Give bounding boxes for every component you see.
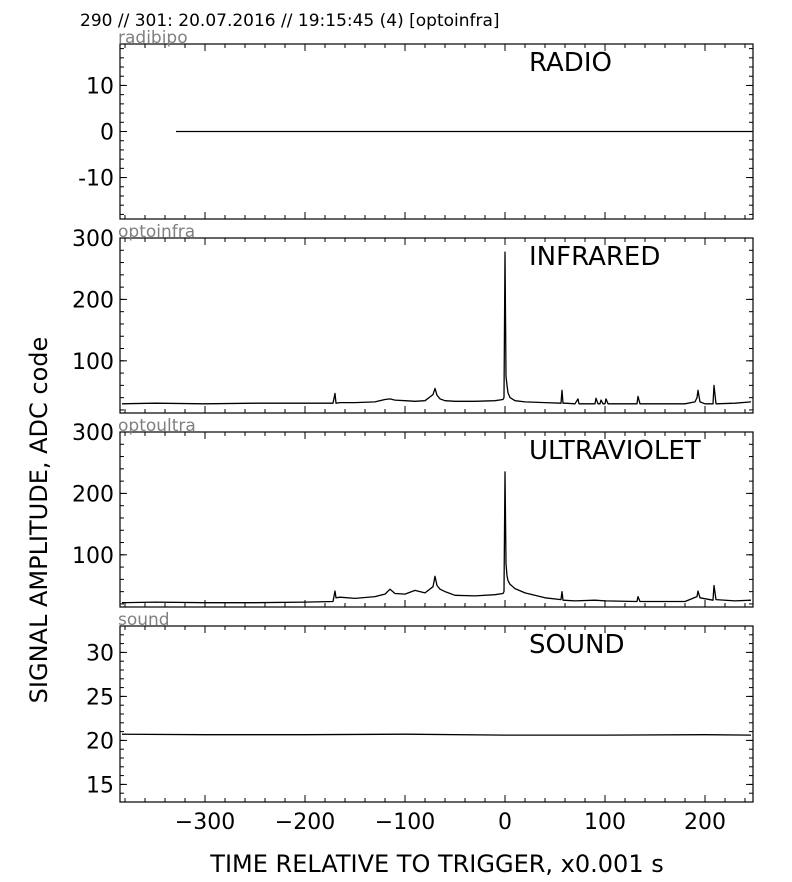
x-tick-label: 100 [584,810,626,835]
panel-frame [119,431,754,608]
panel-frame [119,237,754,414]
panel-label: radibipo [118,28,188,48]
y-tick-label: 200 [72,482,114,507]
panel-label: optoinfra [118,222,195,242]
y-tick-label: 100 [72,544,114,569]
panel-radibipo: radibipo RADIO -10 0 10 [78,28,754,220]
y-tick-label: 300 [72,421,114,446]
y-tick-label: 25 [86,685,114,710]
y-tick-label: 300 [72,227,114,252]
chart-panels: radibipo RADIO -10 0 10 optoinfra INFRARED 100 2… [72,28,754,835]
panel-label: sound [118,610,170,630]
y-axis-label: SIGNAL AMPLITUDE, ADC code [25,337,53,704]
y-tick-label: 100 [72,350,114,375]
x-tick-label: −100 [375,810,435,835]
panel-optoinfra: optoinfra INFRARED 100 200 300 [72,222,754,414]
chart-header: 290 // 301: 20.07.2016 // 19:15:45 (4) [… [80,11,500,31]
x-tick-label: −200 [275,810,335,835]
x-tick-label: 0 [498,810,512,835]
panel-sound: sound SOUND 15 20 25 30 −300 −200 −100 0 100 200 [86,610,754,835]
y-tick-label: 0 [100,121,114,146]
x-tick-label: −300 [175,810,235,835]
panel-label: optoultra [118,416,196,436]
y-tick-label: 15 [86,773,114,798]
panel-title: SOUND [529,630,624,660]
panel-title: ULTRAVIOLET [529,436,701,466]
series-line [121,471,752,604]
y-tick-label: 20 [86,729,114,754]
series-line [121,733,752,736]
y-tick-label: 30 [86,641,114,666]
y-tick-label: 10 [86,74,114,99]
x-axis-label: TIME RELATIVE TO TRIGGER, x0.001 s [209,850,663,878]
y-tick-label: -10 [78,167,114,192]
series-line [121,251,752,405]
panel-optoultra: optoultra ULTRAVIOLET 100 200 300 [72,416,754,608]
panel-title: INFRARED [529,242,660,272]
y-tick-label: 200 [72,288,114,313]
x-tick-label: 200 [684,810,726,835]
panel-title: RADIO [529,48,612,78]
panel-frame [119,625,754,803]
